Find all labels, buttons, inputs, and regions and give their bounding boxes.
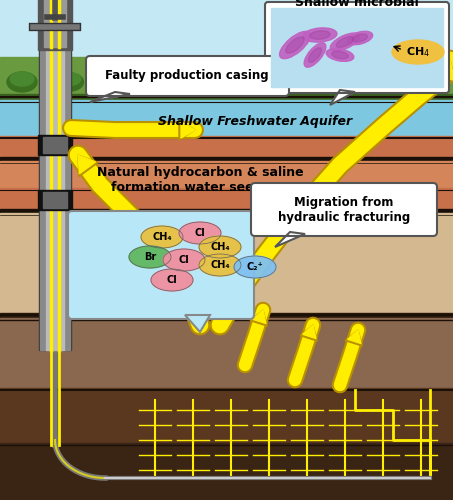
Bar xyxy=(38,0,72,50)
Ellipse shape xyxy=(179,222,221,244)
Ellipse shape xyxy=(352,34,367,42)
FancyBboxPatch shape xyxy=(68,211,254,319)
Ellipse shape xyxy=(151,269,193,291)
Ellipse shape xyxy=(141,226,183,248)
Bar xyxy=(0,443,453,500)
Polygon shape xyxy=(78,155,96,174)
Bar xyxy=(0,209,453,215)
Bar xyxy=(39,0,71,350)
Bar xyxy=(0,161,453,190)
Text: CH$_4$: CH$_4$ xyxy=(406,45,430,59)
FancyBboxPatch shape xyxy=(251,183,437,236)
Bar xyxy=(0,313,453,320)
Bar xyxy=(0,94,453,102)
FancyBboxPatch shape xyxy=(86,56,289,96)
Ellipse shape xyxy=(392,40,444,64)
Bar xyxy=(0,388,453,445)
Bar xyxy=(0,213,453,315)
Bar xyxy=(0,57,453,97)
Polygon shape xyxy=(275,232,305,247)
Text: CH₄: CH₄ xyxy=(152,232,172,242)
Polygon shape xyxy=(431,60,453,83)
Bar xyxy=(0,136,453,158)
Ellipse shape xyxy=(310,30,330,40)
Text: Natural hydrocarbon & saline
formation water seepage: Natural hydrocarbon & saline formation w… xyxy=(96,166,304,194)
Text: Br: Br xyxy=(144,252,156,262)
Text: CH₄: CH₄ xyxy=(210,260,230,270)
Bar xyxy=(38,190,72,210)
Polygon shape xyxy=(330,90,355,105)
Ellipse shape xyxy=(91,74,110,85)
Text: CH₄: CH₄ xyxy=(210,242,230,252)
Bar xyxy=(38,135,72,155)
Bar xyxy=(44,0,66,47)
Ellipse shape xyxy=(308,48,322,62)
Ellipse shape xyxy=(332,51,348,59)
Text: Cl: Cl xyxy=(167,275,178,285)
Ellipse shape xyxy=(7,72,37,92)
Ellipse shape xyxy=(119,74,141,90)
Ellipse shape xyxy=(129,246,171,268)
Ellipse shape xyxy=(234,256,276,278)
Ellipse shape xyxy=(303,28,337,42)
Ellipse shape xyxy=(88,74,112,90)
Bar xyxy=(0,157,453,163)
Ellipse shape xyxy=(163,249,205,271)
Polygon shape xyxy=(90,92,130,102)
Ellipse shape xyxy=(10,72,34,86)
Text: Cl: Cl xyxy=(178,255,189,265)
Text: Migration from
hydraulic fracturing: Migration from hydraulic fracturing xyxy=(278,196,410,224)
Ellipse shape xyxy=(304,43,326,67)
Ellipse shape xyxy=(347,32,373,44)
Ellipse shape xyxy=(330,33,360,51)
Polygon shape xyxy=(250,310,267,326)
Ellipse shape xyxy=(121,74,139,84)
Polygon shape xyxy=(181,122,195,138)
Ellipse shape xyxy=(336,36,354,48)
Polygon shape xyxy=(179,120,195,140)
Bar xyxy=(43,137,67,153)
Text: C₂⁺: C₂⁺ xyxy=(246,262,263,272)
Polygon shape xyxy=(78,155,98,176)
Bar xyxy=(0,100,453,138)
Ellipse shape xyxy=(199,236,241,258)
Polygon shape xyxy=(300,325,317,341)
Text: Faulty production casing: Faulty production casing xyxy=(105,70,269,82)
Polygon shape xyxy=(434,60,453,80)
Bar xyxy=(43,192,67,208)
Ellipse shape xyxy=(199,254,241,276)
Polygon shape xyxy=(185,315,210,332)
Text: Shallow microbial: Shallow microbial xyxy=(295,0,419,8)
Bar xyxy=(0,188,453,210)
Text: Shallow Freshwater Aquifer: Shallow Freshwater Aquifer xyxy=(158,116,352,128)
Ellipse shape xyxy=(326,48,354,62)
Ellipse shape xyxy=(286,37,304,53)
Polygon shape xyxy=(253,310,266,324)
Bar xyxy=(46,0,64,350)
Polygon shape xyxy=(303,325,316,338)
Bar xyxy=(40,0,70,350)
Ellipse shape xyxy=(280,32,310,58)
FancyBboxPatch shape xyxy=(265,2,449,93)
Bar xyxy=(271,8,443,87)
Polygon shape xyxy=(347,330,361,344)
Ellipse shape xyxy=(57,73,83,91)
Text: Cl: Cl xyxy=(195,228,205,238)
Ellipse shape xyxy=(59,72,81,86)
Bar xyxy=(0,0,453,60)
Bar xyxy=(0,318,453,390)
Polygon shape xyxy=(345,330,362,346)
